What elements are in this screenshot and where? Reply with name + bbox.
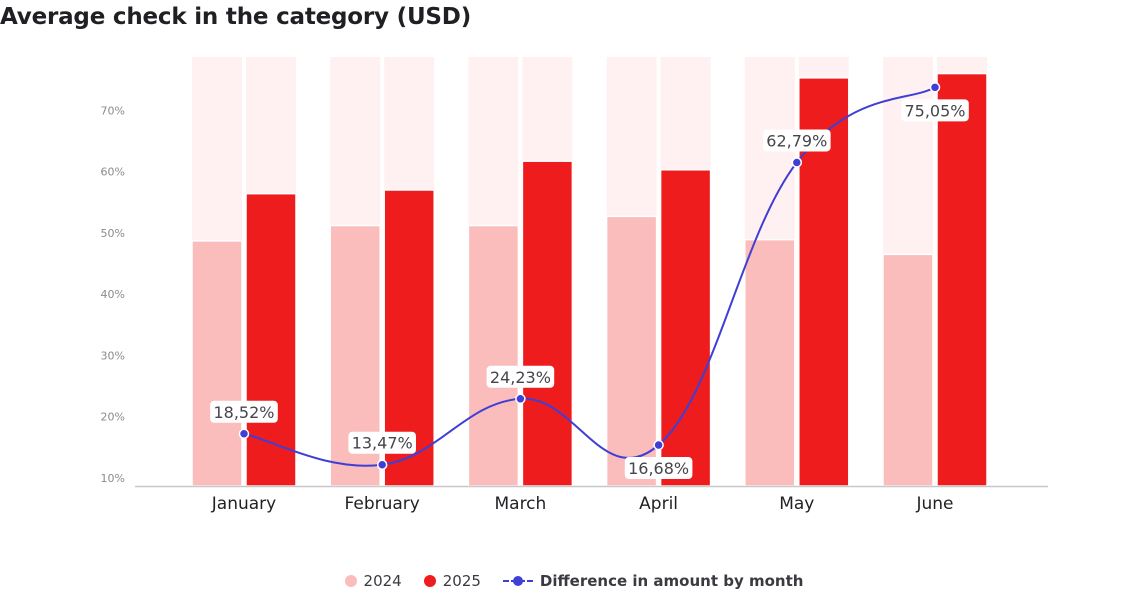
svg-text:75,05%: 75,05% [904, 101, 965, 120]
data-label-january: 18,52% [210, 400, 278, 423]
svg-text:13,47%: 13,47% [352, 434, 413, 453]
y-tick-10: 10% [101, 472, 125, 485]
y-tick-50: 50% [101, 227, 125, 240]
legend-swatch-2025 [423, 575, 436, 587]
legend: 2024 2025 Difference in amount by month [0, 572, 1148, 590]
difference-point-june[interactable] [929, 82, 941, 93]
chart-svg: January February March April May June 10% 20% 30… [101, 57, 1048, 514]
difference-line [238, 82, 941, 470]
data-label-april: 16,68% [624, 457, 693, 480]
legend-item-2025[interactable]: 2025 [423, 572, 481, 590]
x-tick-may: May [779, 494, 814, 514]
y-tick-40: 40% [101, 288, 125, 301]
difference-point-february[interactable] [376, 459, 388, 470]
bars [191, 72, 988, 487]
chart-title: Average check in the category (USD) [0, 4, 472, 30]
bar-2024-may[interactable] [744, 238, 796, 487]
y-tick-60: 60% [101, 166, 125, 179]
svg-text:62,79%: 62,79% [766, 131, 827, 150]
difference-point-january[interactable] [238, 428, 250, 440]
data-label-june: 75,05% [901, 99, 969, 122]
x-tick-february: February [345, 494, 420, 514]
bar-2025-march[interactable] [521, 160, 574, 487]
data-label-february: 13,47% [348, 431, 416, 454]
legend-label-difference: Difference in amount by month [539, 572, 804, 590]
bar-2024-march[interactable] [467, 224, 520, 487]
svg-text:16,68%: 16,68% [628, 459, 689, 478]
difference-point-april[interactable] [653, 439, 664, 451]
data-label-march: 24,23% [486, 365, 555, 388]
legend-label-2025: 2025 [442, 572, 481, 590]
legend-label-2024: 2024 [363, 572, 402, 590]
bar-2024-january[interactable] [191, 240, 243, 487]
y-tick-30: 30% [101, 349, 125, 362]
legend-item-2024[interactable]: 2024 [344, 572, 402, 590]
bar-2024-june[interactable] [882, 253, 934, 487]
bar-2024-april[interactable] [605, 215, 658, 487]
x-tick-january: January [211, 494, 276, 514]
axes: January February March April May June 10% 20% 30… [101, 104, 1048, 514]
difference-point-may[interactable] [791, 157, 803, 168]
y-tick-20: 20% [101, 411, 125, 424]
legend-item-difference[interactable]: Difference in amount by month [502, 572, 804, 590]
svg-text:24,23%: 24,23% [490, 368, 551, 387]
x-tick-march: March [494, 494, 546, 514]
y-tick-70: 70% [101, 104, 125, 117]
x-tick-april: April [639, 494, 678, 514]
data-labels: 18,52% 13,47% 24,23% 16,68% 62,79% 75,05% [210, 99, 969, 480]
x-tick-june: June [915, 494, 953, 514]
data-label-may: 62,79% [763, 129, 831, 152]
bar-2025-april[interactable] [659, 169, 712, 487]
bar-2025-june[interactable] [936, 72, 988, 487]
difference-point-march[interactable] [515, 393, 526, 405]
legend-swatch-2024 [344, 575, 357, 587]
legend-swatch-difference [502, 575, 533, 587]
svg-text:18,52%: 18,52% [213, 403, 274, 422]
background-columns [192, 57, 987, 486]
